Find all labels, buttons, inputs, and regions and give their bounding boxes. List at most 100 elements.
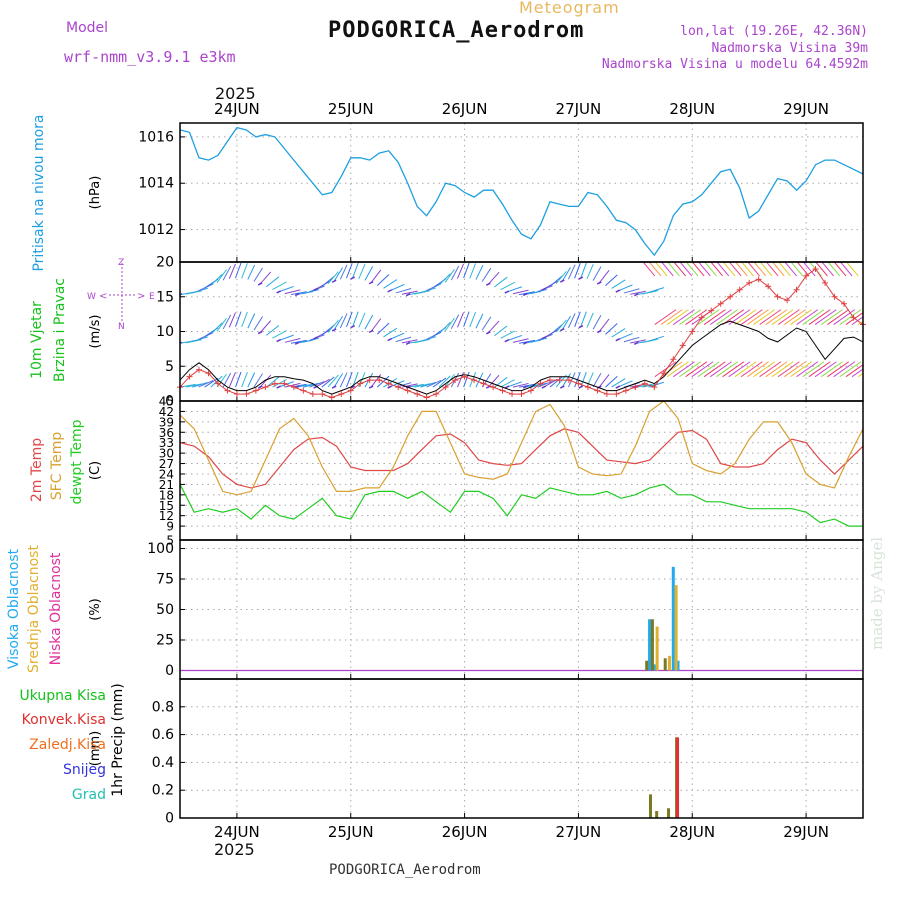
wind-barb (494, 376, 508, 388)
gust-marker (660, 370, 667, 377)
wind-barb (222, 265, 232, 281)
gust-marker (822, 279, 829, 286)
wind-barb (796, 262, 810, 277)
wind-barb (500, 379, 516, 388)
y-tick-label: 0.4 (152, 755, 174, 771)
wind-barb (450, 265, 460, 281)
wind-barb (666, 309, 689, 325)
wind-barb (716, 361, 739, 378)
wind-barb (204, 377, 219, 388)
wind-barb-tick (331, 385, 337, 389)
wind-barb-tick (276, 290, 281, 294)
cloud-bar (671, 566, 675, 671)
y-tick-label: 45 (159, 395, 174, 409)
wind-barb (216, 373, 227, 388)
wind-barb-tick (331, 328, 337, 332)
year-top: 2025 (215, 84, 256, 103)
cloud-bar (676, 660, 680, 671)
gust-marker (727, 293, 734, 300)
model-name: wrf-nmm_v3.9.1 e3km (64, 48, 236, 66)
gust-marker (509, 391, 516, 398)
wind-barb-tick (633, 292, 639, 297)
wind-barb (549, 324, 563, 336)
panel-precip: 0 0.2 0.4 0.6 0.8 (mm) (88, 679, 863, 827)
x-tick-label-bottom: 24JUN (214, 823, 260, 841)
wind-barb (438, 375, 451, 388)
gust-marker (527, 387, 534, 394)
panel-pressure: 1012 1014 1016 (hPa) (88, 123, 863, 262)
gust-marker (518, 391, 525, 398)
wind-barb (815, 262, 828, 277)
wind-barb (469, 263, 477, 279)
wind-barb (216, 269, 227, 283)
wind-barb (228, 263, 236, 279)
gust-marker (357, 380, 364, 387)
legend-pressure: Pritisak na nivou mora (31, 114, 47, 271)
wind-barb (771, 309, 794, 325)
precip-ylabel: 1hr Precip (mm) (110, 683, 126, 796)
wind-barb (339, 372, 348, 388)
wind-barb (716, 262, 730, 277)
wind-barb (555, 319, 567, 333)
meteogram-label: Meteogram (519, 0, 620, 17)
wind-barb (592, 372, 602, 388)
wind-barb (808, 361, 831, 378)
gust-marker (689, 328, 696, 335)
wind-barb-tick (596, 281, 602, 285)
cloud-bar (674, 585, 678, 671)
wind-barb (444, 317, 455, 332)
wind-barb-tick (615, 289, 621, 293)
wind-barb (845, 262, 859, 277)
y-tick-label: 0 (165, 663, 174, 679)
y-tick-label: 0.2 (152, 783, 174, 799)
wind-barb (278, 285, 294, 293)
wind-barb (333, 373, 343, 388)
wind-barb (746, 361, 769, 378)
wind-barb (827, 262, 841, 277)
wind-barb (278, 334, 294, 342)
wind-barb (648, 335, 665, 342)
y-tick-label: 15 (156, 289, 174, 305)
gust-marker (385, 380, 392, 387)
wind-barb (247, 264, 256, 280)
legend-temp-0: 2m Temp (29, 438, 45, 502)
cloud-bar (655, 626, 659, 671)
wind-barb (241, 311, 248, 328)
gust-marker (243, 391, 250, 398)
wind-barb (420, 381, 436, 388)
wind-barb-tick (350, 325, 355, 329)
wind-barb (753, 361, 776, 378)
gust-marker (736, 286, 743, 293)
gust-marker (641, 380, 648, 387)
y-tick-label: 0 (165, 811, 174, 827)
wind-barb (253, 316, 263, 331)
wind-barb (506, 334, 523, 342)
wind-barb (598, 269, 610, 284)
wind-barb (352, 262, 359, 279)
legend-cloud-1: Srednja Oblacnost (26, 545, 42, 673)
cloud-bar (645, 660, 649, 671)
wind-barb (346, 371, 353, 388)
gust-marker (831, 293, 838, 300)
gust-marker (471, 377, 478, 384)
wind-barb (235, 262, 242, 279)
wind-barb (358, 312, 366, 328)
footer-station: PODGORICA_Aerodrom (329, 862, 481, 878)
gust-marker (603, 391, 610, 398)
y-tick-label: 42 (159, 405, 174, 419)
wind-barb (284, 382, 301, 388)
series-line-wind-speed (179, 320, 864, 395)
wind-barb (210, 322, 223, 335)
wind-barb (833, 361, 856, 378)
wind-barb-tick (541, 336, 547, 340)
wind-barb (487, 271, 500, 285)
gust-marker (452, 377, 459, 384)
wind-barb (666, 361, 689, 378)
y-tick-label: 1014 (138, 176, 174, 192)
legend-temp-2: dewpt Temp (69, 419, 85, 504)
wind-barb-tick (578, 385, 584, 389)
wind-barb (321, 324, 335, 336)
wind-barb (679, 361, 702, 378)
compass-z: Z (118, 258, 124, 268)
legend-precip-3: Snijeg (63, 762, 106, 778)
